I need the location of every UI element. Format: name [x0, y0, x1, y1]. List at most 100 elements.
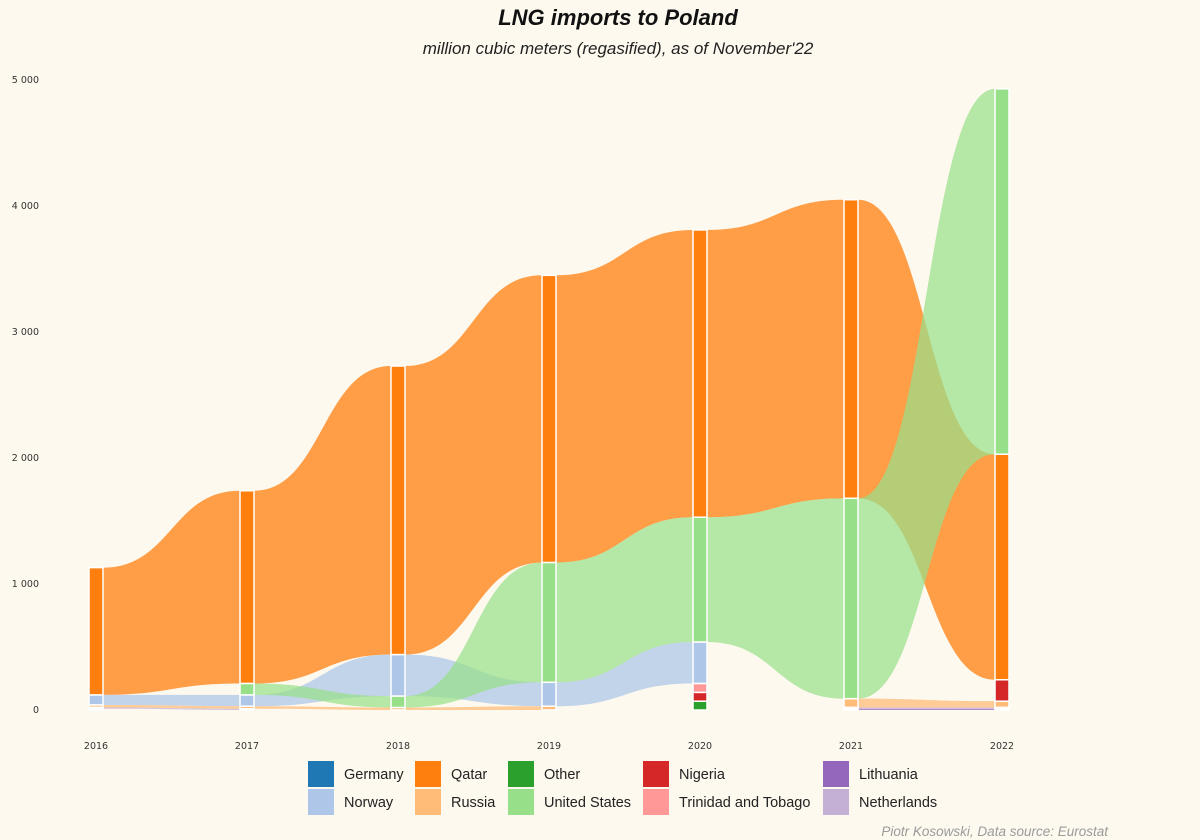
bar-qatar-2022: [994, 453, 1010, 681]
bar-netherlands-2021: [843, 706, 859, 710]
legend-item-united-states: United States: [508, 789, 631, 815]
bar-united-states-2017: [239, 682, 255, 696]
flow-qatar-2017-2018: [254, 366, 391, 684]
legend-label-qatar: Qatar: [451, 767, 487, 783]
legend-swatch-qatar: [415, 761, 441, 787]
x-tick-label-2018: 2018: [386, 741, 410, 752]
chart-title: LNG imports to Poland: [498, 5, 738, 30]
bar-united-states-2020: [692, 516, 708, 643]
y-axis: 0 1 000 2 000 3 000 4 000 5 000: [12, 75, 39, 716]
bar-united-states-2021: [843, 497, 859, 700]
x-tick-label-2017: 2017: [235, 741, 259, 752]
bar-russia-2022: [994, 700, 1010, 709]
legend-item-other: Other: [508, 761, 580, 787]
bar-layer: [88, 88, 1010, 711]
legend-item-nigeria: Nigeria: [643, 761, 726, 787]
bar-norway-2019: [541, 681, 557, 707]
legend-label-trinidad-and-tobago: Trinidad and Tobago: [679, 795, 810, 811]
flow-norway-2016-2017: [103, 694, 240, 707]
y-tick-label: 1 000: [12, 579, 39, 590]
chart-subtitle: million cubic meters (regasified), as of…: [423, 39, 814, 58]
bar-qatar-2020: [692, 229, 708, 518]
legend-swatch-norway: [308, 789, 334, 815]
legend-label-russia: Russia: [451, 795, 496, 811]
bar-norway-2016: [88, 694, 104, 706]
x-tick-label-2019: 2019: [537, 741, 561, 752]
bar-netherlands-2016: [88, 706, 104, 710]
bar-norway-2020: [692, 641, 708, 685]
flow-norway-2019-2020: [556, 641, 693, 707]
legend-swatch-germany: [308, 761, 334, 787]
legend-swatch-nigeria: [643, 761, 669, 787]
legend: Germany Norway Qatar Russia Other United Stat…: [308, 761, 937, 815]
legend-label-norway: Norway: [344, 795, 394, 811]
flow-lithuania-2021-2022: [858, 708, 995, 710]
flow-united-states-2021-2022: [858, 88, 995, 699]
x-axis: 2016 2017 2018 2019 2020 2021 2022: [84, 741, 1014, 752]
bar-qatar-2019: [541, 274, 557, 564]
bar-netherlands-2022: [994, 706, 1010, 710]
chart-caption: Piotr Kosowski, Data source: Eurostat: [881, 824, 1109, 839]
bar-qatar-2021: [843, 198, 859, 500]
legend-swatch-trinidad-and-tobago: [643, 789, 669, 815]
flow-united-states-2018-2019: [405, 562, 542, 708]
flow-netherlands-2016-2017: [103, 707, 240, 710]
flow-russia-2017-2018: [254, 706, 391, 710]
legend-label-germany: Germany: [344, 767, 404, 783]
flow-russia-2021-2022: [858, 698, 995, 708]
flow-united-states-2019-2020: [556, 517, 693, 683]
legend-item-lithuania: Lithuania: [823, 761, 919, 787]
bar-qatar-2018: [390, 365, 406, 656]
legend-label-lithuania: Lithuania: [859, 767, 919, 783]
flow-united-states-2020-2021: [707, 498, 844, 699]
bar-united-states-2022: [994, 88, 1010, 455]
bar-other-2020: [692, 700, 708, 711]
bar-netherlands-2017: [239, 707, 255, 711]
flow-qatar-2018-2019: [405, 275, 542, 655]
legend-swatch-other: [508, 761, 534, 787]
flow-russia-2016-2017: [103, 704, 240, 709]
bar-norway-2017: [239, 694, 255, 707]
bar-united-states-2019: [541, 561, 557, 684]
legend-item-trinidad-and-tobago: Trinidad and Tobago: [643, 789, 810, 815]
x-tick-label-2022: 2022: [990, 741, 1014, 752]
bar-norway-2018: [390, 653, 406, 697]
flow-layer: [103, 88, 995, 710]
legend-label-other: Other: [544, 767, 580, 783]
flow-qatar-2016-2017: [103, 490, 240, 695]
bar-russia-2019: [541, 705, 557, 711]
bar-nigeria-2022: [994, 679, 1010, 702]
legend-item-germany: Germany: [308, 761, 404, 787]
legend-item-russia: Russia: [415, 789, 496, 815]
bar-qatar-2017: [239, 490, 255, 685]
legend-swatch-netherlands: [823, 789, 849, 815]
y-tick-label: 5 000: [12, 75, 39, 86]
bar-trinidad-and-tobago-2020: [692, 682, 708, 694]
legend-swatch-united-states: [508, 789, 534, 815]
x-tick-label-2020: 2020: [688, 741, 712, 752]
legend-label-netherlands: Netherlands: [859, 795, 937, 811]
y-tick-label: 3 000: [12, 327, 39, 338]
y-tick-label: 2 000: [12, 453, 39, 464]
bar-qatar-2016: [88, 566, 104, 696]
bar-russia-2021: [843, 697, 859, 709]
legend-swatch-lithuania: [823, 761, 849, 787]
flow-qatar-2019-2020: [556, 229, 693, 563]
flow-netherlands-2021-2022: [858, 707, 995, 709]
legend-item-qatar: Qatar: [415, 761, 487, 787]
legend-label-united-states: United States: [544, 795, 631, 811]
x-tick-label-2021: 2021: [839, 741, 863, 752]
legend-label-nigeria: Nigeria: [679, 767, 726, 783]
flow-united-states-2017-2018: [254, 683, 391, 708]
y-tick-label: 0: [33, 705, 39, 716]
bar-united-states-2018: [390, 695, 406, 709]
legend-item-norway: Norway: [308, 789, 394, 815]
legend-swatch-russia: [415, 789, 441, 815]
legend-item-netherlands: Netherlands: [823, 789, 937, 815]
y-tick-label: 4 000: [12, 201, 39, 212]
flow-russia-2018-2019: [405, 706, 542, 710]
x-tick-label-2016: 2016: [84, 741, 108, 752]
bar-nigeria-2020: [692, 691, 708, 702]
